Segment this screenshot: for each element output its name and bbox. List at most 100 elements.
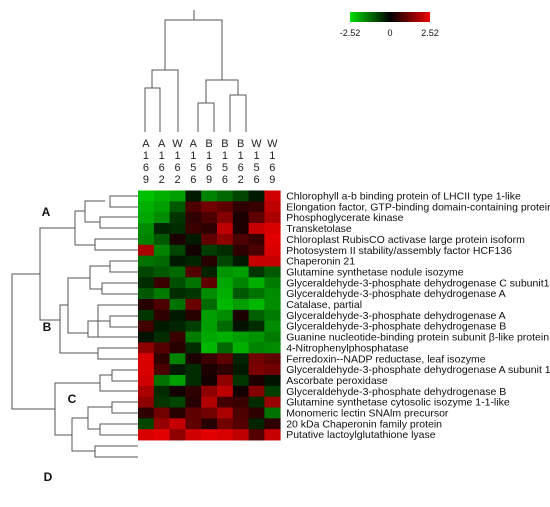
heatmap-cell	[169, 233, 186, 246]
heatmap-cell	[201, 429, 218, 441]
heatmap-cell	[138, 331, 155, 343]
heatmap-cell	[201, 190, 218, 202]
heatmap-cell	[232, 364, 249, 376]
heatmap-cell	[201, 331, 218, 343]
heatmap-cell	[169, 223, 186, 235]
heatmap-cell	[264, 212, 281, 224]
heatmap-cell	[169, 364, 186, 376]
heatmap-cell	[201, 233, 218, 246]
heatmap-cell	[153, 429, 170, 441]
heatmap-cell	[264, 429, 281, 441]
color-scale-bar	[350, 12, 430, 22]
heatmap-cell	[232, 320, 249, 332]
heatmap-cell	[232, 342, 249, 354]
heatmap-cell	[138, 212, 155, 224]
heatmap-cell	[201, 342, 218, 354]
heatmap-cell	[264, 320, 281, 332]
heatmap-cell	[217, 244, 234, 256]
heatmap-cell	[169, 429, 186, 441]
heatmap-cell	[217, 223, 234, 235]
heatmap-cell	[264, 288, 281, 300]
heatmap-cell	[248, 385, 265, 398]
heatmap-cell	[153, 331, 170, 343]
heatmap-cell	[232, 244, 249, 256]
color-scale-legend: -2.52 0 2.52	[340, 12, 439, 38]
heatmap-cell	[153, 309, 170, 322]
heatmap-cell	[169, 266, 186, 278]
heatmap-cell	[232, 396, 249, 408]
heatmap-cell	[138, 374, 155, 387]
row-label: Glutamine synthetase nodule isozyme	[286, 266, 464, 278]
heatmap-cell	[217, 299, 234, 311]
heatmap-cell	[217, 429, 234, 441]
heatmap-cell	[201, 353, 218, 365]
heatmap-cell	[264, 331, 281, 343]
heatmap-cell	[232, 353, 249, 365]
heatmap-cell	[153, 385, 170, 398]
heatmap-cell	[264, 385, 281, 398]
heatmap-cell	[248, 342, 265, 354]
column-labels: A 1 6 9 A 1 6 2 W 1 6 2 A 1 5 6 B 1 6 9 B 1 5 6 B 1 6 2 W 1 5 6 W 1 6 9	[142, 138, 278, 186]
color-scale-max-label: 2.52	[421, 28, 439, 38]
heatmap-cell	[217, 385, 234, 398]
heatmap-cell	[138, 353, 155, 365]
heatmap-cell	[153, 277, 170, 289]
row-label: Glyceraldehyde-3-phosphate dehydrogenase…	[286, 386, 506, 398]
heatmap-cell	[185, 353, 202, 365]
row-labels: Chlorophyll a-b binding protein of LHCII…	[286, 191, 550, 442]
heatmap-cell	[264, 407, 281, 419]
heatmap-cell	[217, 309, 234, 322]
heatmap-cell	[217, 288, 234, 300]
heatmap-cell	[232, 190, 249, 202]
row-label: 4-Nitrophenylphosphatase	[286, 342, 409, 354]
heatmap-cell	[217, 266, 234, 278]
heatmap-cell	[217, 418, 234, 430]
heatmap-cell	[169, 374, 186, 387]
heatmap-cell	[201, 288, 218, 300]
heatmap-cells	[138, 190, 281, 441]
heatmap-cell	[217, 255, 234, 267]
heatmap-cell	[138, 320, 155, 332]
heatmap-cell	[138, 266, 155, 278]
heatmap-cell	[232, 233, 249, 246]
row-label: Guanine nucleotide-binding protein subun…	[286, 332, 549, 344]
heatmap-cell	[217, 233, 234, 246]
heatmap-cell	[185, 407, 202, 419]
heatmap-cell	[248, 288, 265, 300]
heatmap-cell	[153, 255, 170, 267]
heatmap-cell	[264, 244, 281, 256]
heatmap-cell	[185, 374, 202, 387]
heatmap-cell	[185, 223, 202, 235]
heatmap-cell	[153, 244, 170, 256]
heatmap-cell	[138, 299, 155, 311]
heatmap-cell	[248, 244, 265, 256]
heatmap-cell	[217, 331, 234, 343]
heatmap-cell	[153, 364, 170, 376]
heatmap-cell	[169, 299, 186, 311]
heatmap-cell	[169, 288, 186, 300]
heatmap-cell	[232, 255, 249, 267]
row-label: Phosphoglycerate kinase	[286, 212, 403, 224]
heatmap-cell	[201, 244, 218, 256]
row-label: Putative lactoylglutathione lyase	[286, 429, 436, 441]
heatmap-cell	[201, 266, 218, 278]
heatmap-cell	[217, 201, 234, 213]
heatmap-cell	[185, 364, 202, 376]
heatmap-cell	[153, 396, 170, 408]
heatmap-cell	[248, 374, 265, 387]
heatmap-cell	[248, 331, 265, 343]
cluster-label: D	[44, 470, 53, 484]
heatmap-cell	[232, 223, 249, 235]
heatmap-cell	[201, 396, 218, 408]
row-label: Chlorophyll a-b binding protein of LHCII…	[286, 191, 521, 203]
heatmap-cell	[185, 299, 202, 311]
heatmap-cell	[201, 364, 218, 376]
heatmap-cell	[248, 429, 265, 441]
heatmap-cell	[248, 190, 265, 202]
heatmap-cell	[153, 320, 170, 332]
heatmap-cell	[185, 190, 202, 202]
heatmap-cell	[138, 309, 155, 322]
